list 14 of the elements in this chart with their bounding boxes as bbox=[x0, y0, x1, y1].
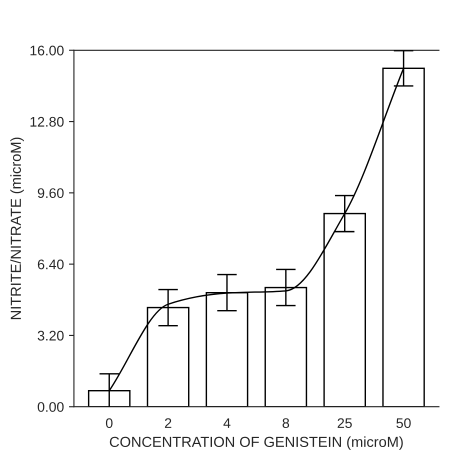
x-tick-label: 25 bbox=[338, 418, 352, 428]
y-tick-label: 12.80 bbox=[30, 116, 64, 127]
y-tick-label: 16.00 bbox=[30, 46, 64, 56]
x-tick-label: 8 bbox=[282, 418, 290, 428]
x-tick-label: 2 bbox=[164, 418, 172, 428]
y-axis-title: NITRITE/NITRATE (microM) bbox=[10, 138, 24, 320]
x-tick-label: 4 bbox=[223, 418, 230, 428]
y-tick-label: 6.40 bbox=[38, 259, 64, 270]
x-axis-title: CONCENTRATION OF GENISTEIN (microM) bbox=[110, 436, 403, 450]
x-tick-label: 0 bbox=[106, 418, 113, 428]
y-tick-label: 9.60 bbox=[38, 188, 64, 198]
x-tick-label: 50 bbox=[396, 418, 411, 428]
y-tick-label: 0.00 bbox=[38, 402, 64, 412]
y-tick-label: 3.20 bbox=[38, 330, 64, 341]
